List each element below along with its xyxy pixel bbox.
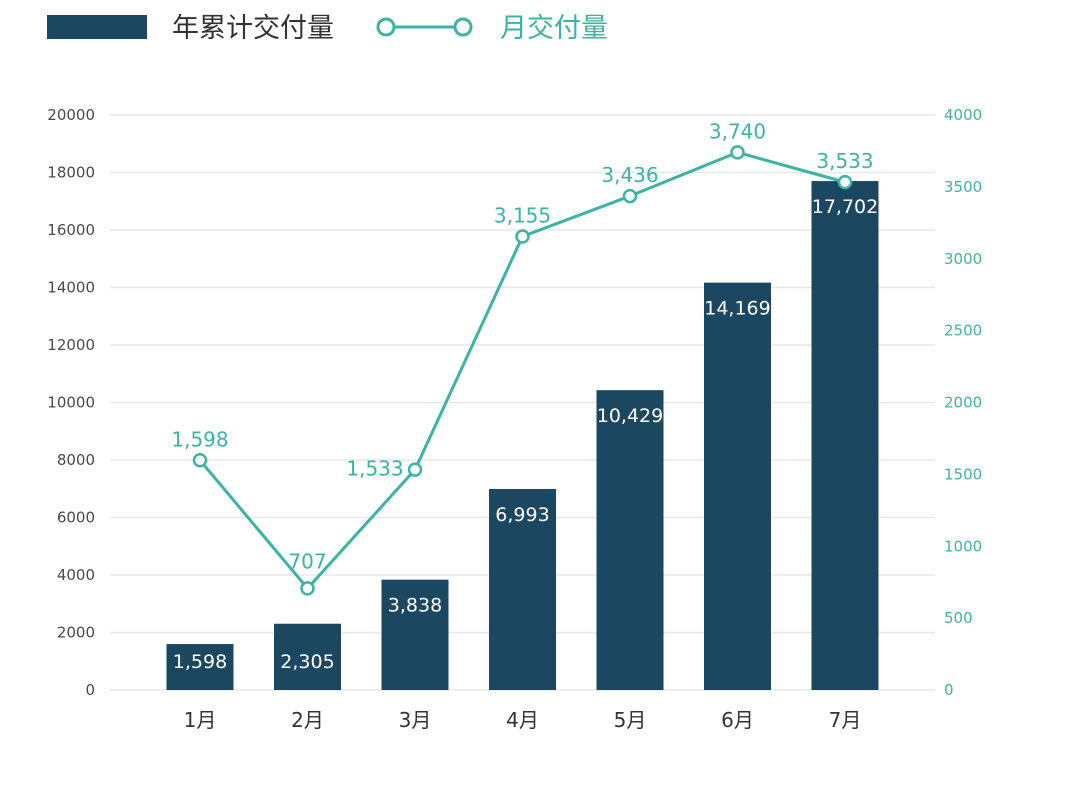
bar-series — [166, 181, 879, 690]
left-tick-label: 6000 — [57, 509, 95, 527]
line-series — [192, 145, 853, 596]
line-marker — [515, 229, 530, 244]
right-tick-label: 4000 — [944, 106, 982, 124]
line-value-label: 1,598 — [171, 427, 228, 451]
bar-value-label: 1,598 — [173, 651, 227, 673]
x-tick-label: 6月 — [721, 708, 754, 732]
x-tick-label: 7月 — [829, 708, 862, 732]
left-tick-label: 0 — [85, 681, 95, 699]
line-marker — [622, 188, 638, 204]
right-tick-label: 2500 — [944, 322, 982, 340]
bar — [704, 282, 771, 690]
x-tick-label: 2月 — [291, 708, 324, 732]
legend-line-marker-right — [453, 17, 473, 37]
right-tick-label: 3500 — [944, 178, 982, 196]
right-tick-label: 500 — [944, 609, 973, 627]
bar-value-label: 3,838 — [388, 595, 442, 617]
bar — [381, 579, 449, 690]
left-tick-label: 4000 — [57, 566, 95, 584]
left-tick-label: 14000 — [47, 279, 95, 297]
left-tick-label: 18000 — [47, 164, 95, 182]
legend-bar-label: 年累计交付量 — [172, 13, 334, 44]
x-axis-ticks: 1月 2月 3月 4月 5月 6月 7月 — [184, 708, 862, 732]
left-tick-label: 8000 — [57, 451, 95, 469]
legend-bar-swatch — [47, 15, 147, 39]
line-value-label: 3,436 — [601, 163, 658, 187]
line-data-labels: 1,598 707 1,533 3,155 3,436 3,740 3,533 — [171, 119, 873, 573]
bar-value-label: 6,993 — [495, 504, 549, 526]
right-tick-label: 1000 — [944, 537, 982, 555]
line-marker — [730, 145, 745, 160]
right-tick-label: 3000 — [944, 250, 982, 268]
line-value-label: 3,740 — [709, 119, 766, 143]
bar-value-label: 17,702 — [812, 196, 878, 218]
line-value-label: 3,155 — [494, 203, 551, 227]
bar-data-labels: 1,598 2,305 3,838 6,993 10,429 14,169 17,702 — [173, 196, 878, 673]
right-axis-ticks: 0 500 1000 1500 2000 2500 3000 3500 4000 — [944, 106, 982, 699]
bar-value-label: 10,429 — [597, 405, 663, 427]
x-tick-label: 1月 — [184, 708, 217, 732]
right-tick-label: 0 — [944, 681, 954, 699]
x-tick-label: 3月 — [399, 708, 432, 732]
legend-line-label: 月交付量 — [500, 13, 608, 44]
line-value-label: 707 — [288, 549, 326, 573]
left-tick-label: 16000 — [47, 221, 95, 239]
line-marker — [300, 581, 315, 596]
line-value-label: 3,533 — [816, 149, 873, 173]
line-marker — [837, 174, 853, 190]
line-marker — [407, 462, 423, 477]
left-axis-ticks: 0 2000 4000 6000 8000 10000 12000 14000 16000 180… — [47, 106, 95, 699]
bar — [166, 644, 234, 690]
x-tick-label: 5月 — [614, 708, 647, 732]
bar — [596, 390, 664, 690]
left-tick-label: 12000 — [47, 336, 95, 354]
line-marker — [192, 453, 208, 468]
bar — [489, 488, 556, 690]
bar — [811, 181, 879, 690]
legend-line-marker-left — [376, 17, 396, 37]
line-value-label: 1,533 — [346, 457, 403, 481]
left-tick-label: 20000 — [47, 106, 95, 124]
left-tick-label: 10000 — [47, 394, 95, 412]
bar — [274, 623, 341, 690]
right-tick-label: 1500 — [944, 465, 982, 483]
legend: 年累计交付量 月交付量 — [47, 13, 608, 44]
bar-value-label: 14,169 — [704, 298, 770, 320]
right-tick-label: 2000 — [944, 394, 982, 412]
bar-value-label: 2,305 — [280, 651, 334, 673]
x-tick-label: 4月 — [506, 708, 539, 732]
left-tick-label: 2000 — [57, 624, 95, 642]
